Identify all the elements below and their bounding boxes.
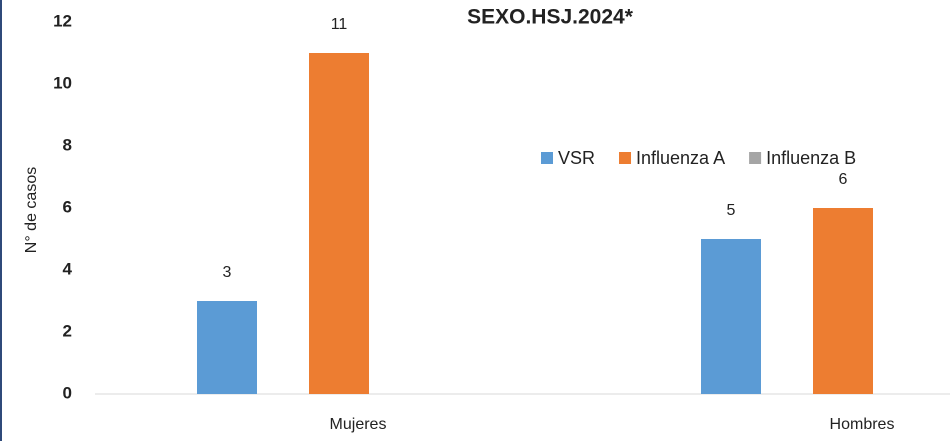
x-tick-label: Hombres xyxy=(830,416,895,433)
x-tick-label: Mujeres xyxy=(330,416,387,433)
legend-label: Influenza B xyxy=(766,148,856,168)
bar xyxy=(813,208,873,394)
y-tick-label: 10 xyxy=(53,73,72,92)
bar xyxy=(197,301,257,394)
legend-swatch xyxy=(541,152,553,164)
y-tick-label: 0 xyxy=(63,383,72,402)
y-axis-title: N° de casos xyxy=(23,167,40,253)
y-tick-label: 8 xyxy=(63,135,72,154)
bar xyxy=(701,239,761,394)
legend-swatch xyxy=(619,152,632,164)
data-label: 11 xyxy=(331,16,348,33)
chart-title: SEXO.HSJ.2024* xyxy=(467,6,634,29)
y-tick-label: 6 xyxy=(63,197,72,216)
data-label: 3 xyxy=(223,264,232,281)
y-tick-label: 4 xyxy=(63,259,73,278)
data-label: 5 xyxy=(727,202,736,219)
y-tick-label: 12 xyxy=(53,11,72,30)
data-label: 6 xyxy=(839,171,848,188)
legend-label: Influenza A xyxy=(636,148,725,168)
legend-label: VSR xyxy=(558,148,595,168)
legend-swatch xyxy=(749,152,762,164)
y-tick-label: 2 xyxy=(63,321,72,340)
bar xyxy=(309,53,369,394)
